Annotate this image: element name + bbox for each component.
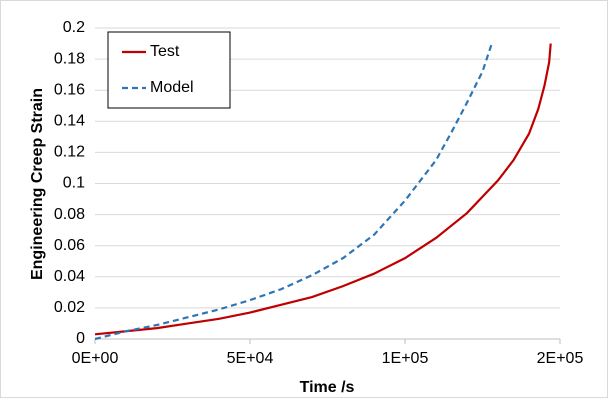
x-axis-title: Time /s <box>300 379 355 396</box>
x-tick-label: 0E+00 <box>72 350 119 367</box>
y-tick-label: 0.06 <box>54 237 85 254</box>
y-tick-label: 0.14 <box>54 113 85 130</box>
x-tick-label: 5E+04 <box>227 350 274 367</box>
legend-box <box>107 31 231 109</box>
y-tick-label: 0.08 <box>54 206 85 223</box>
y-tick-label: 0.04 <box>54 268 85 285</box>
y-axis-title: Engineering Creep Strain <box>29 88 46 280</box>
y-tick-label: 0 <box>76 330 85 347</box>
y-tick-label: 0.1 <box>63 175 85 192</box>
series-line <box>94 43 493 341</box>
legend-label: Model <box>150 79 194 96</box>
y-tick-label: 0.02 <box>54 299 85 316</box>
y-tick-label: 0.18 <box>54 50 85 67</box>
y-tick-label: 0.16 <box>54 81 85 98</box>
legend-label: Test <box>150 43 180 60</box>
y-tick-label: 0.2 <box>63 19 85 36</box>
y-tick-label: 0.12 <box>54 144 85 161</box>
series-line <box>94 43 552 336</box>
x-tick-label: 2E+05 <box>537 350 584 367</box>
x-tick-label: 1E+05 <box>382 350 429 367</box>
